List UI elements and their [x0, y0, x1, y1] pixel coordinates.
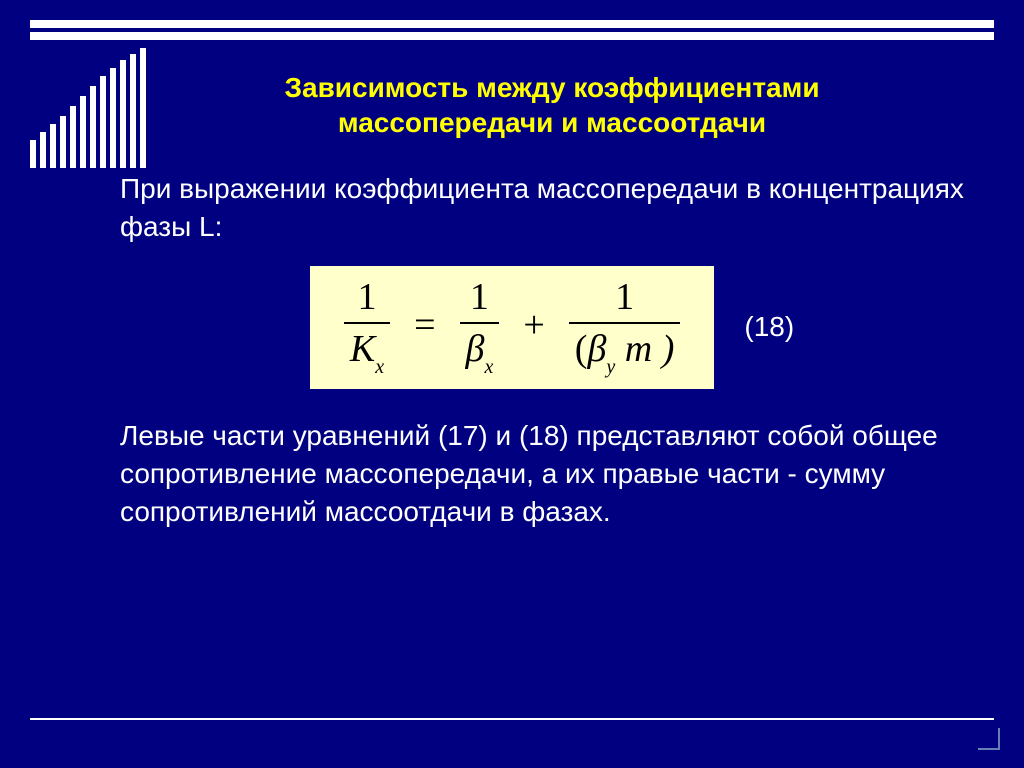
lhs-numerator: 1: [351, 278, 382, 322]
t1-numerator: 1: [464, 278, 495, 322]
t1-denominator: βx: [460, 322, 500, 374]
intro-paragraph: При выражении коэффициента массопередачи…: [120, 170, 974, 246]
equation-term2: 1 (βy m ): [569, 278, 681, 374]
equals-sign: =: [414, 303, 435, 347]
t2-denominator: (βy m ): [569, 322, 681, 374]
t2-numerator: 1: [609, 278, 640, 322]
lhs-var: K: [350, 328, 375, 370]
lhs-denominator: Kx: [344, 322, 390, 374]
lhs-sub: x: [375, 356, 384, 378]
t1-sub: x: [484, 356, 493, 378]
t2-sub: y: [606, 356, 615, 378]
top-double-rule: [30, 20, 994, 28]
equation-lhs: 1 Kx: [344, 278, 390, 374]
explanation-paragraph: Левые части уравнений (17) и (18) предст…: [120, 417, 974, 530]
t1-var: β: [466, 328, 485, 370]
resize-corner-icon: [978, 728, 1000, 750]
slide-content: Зависимость между коэффициентами массопе…: [120, 70, 984, 551]
title-line-2: массопередачи и массоотдачи: [180, 105, 924, 140]
title-line-1: Зависимость между коэффициентами: [180, 70, 924, 105]
bottom-rule: [30, 718, 994, 720]
slide-title: Зависимость между коэффициентами массопе…: [180, 70, 924, 140]
equation-row: 1 Kx = 1 βx + 1 (βy m ) (18): [120, 266, 984, 390]
t2-open: (: [575, 328, 588, 370]
equation-number: (18): [744, 311, 794, 343]
t2-tail: m ): [615, 328, 674, 370]
equation-term1: 1 βx: [460, 278, 500, 374]
t2-var: β: [587, 328, 606, 370]
plus-sign: +: [523, 303, 544, 347]
equation-box: 1 Kx = 1 βx + 1 (βy m ): [310, 266, 715, 390]
